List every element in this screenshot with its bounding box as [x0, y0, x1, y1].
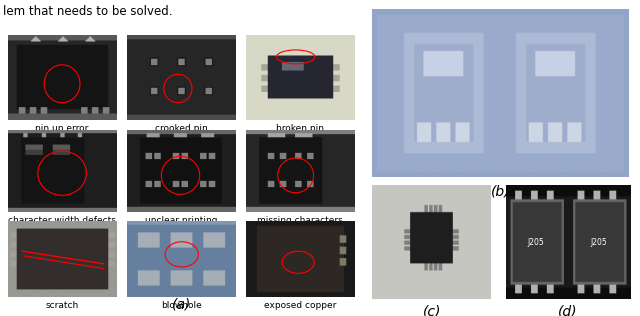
Text: unclear printing: unclear printing	[145, 216, 218, 224]
Text: exposed copper: exposed copper	[264, 301, 337, 310]
Text: broken pin: broken pin	[276, 124, 324, 133]
Text: blowhole: blowhole	[161, 301, 202, 310]
Text: (d): (d)	[558, 305, 577, 316]
Text: (c): (c)	[423, 305, 441, 316]
Text: (a): (a)	[172, 297, 191, 311]
Text: crooked pin: crooked pin	[155, 124, 207, 133]
Text: missing characters: missing characters	[257, 216, 343, 224]
Text: scratch: scratch	[45, 301, 79, 310]
Text: lem that needs to be solved.: lem that needs to be solved.	[3, 5, 173, 18]
Text: (b): (b)	[491, 185, 510, 199]
Text: character width defects: character width defects	[8, 216, 116, 224]
Text: pin up error: pin up error	[35, 124, 89, 133]
